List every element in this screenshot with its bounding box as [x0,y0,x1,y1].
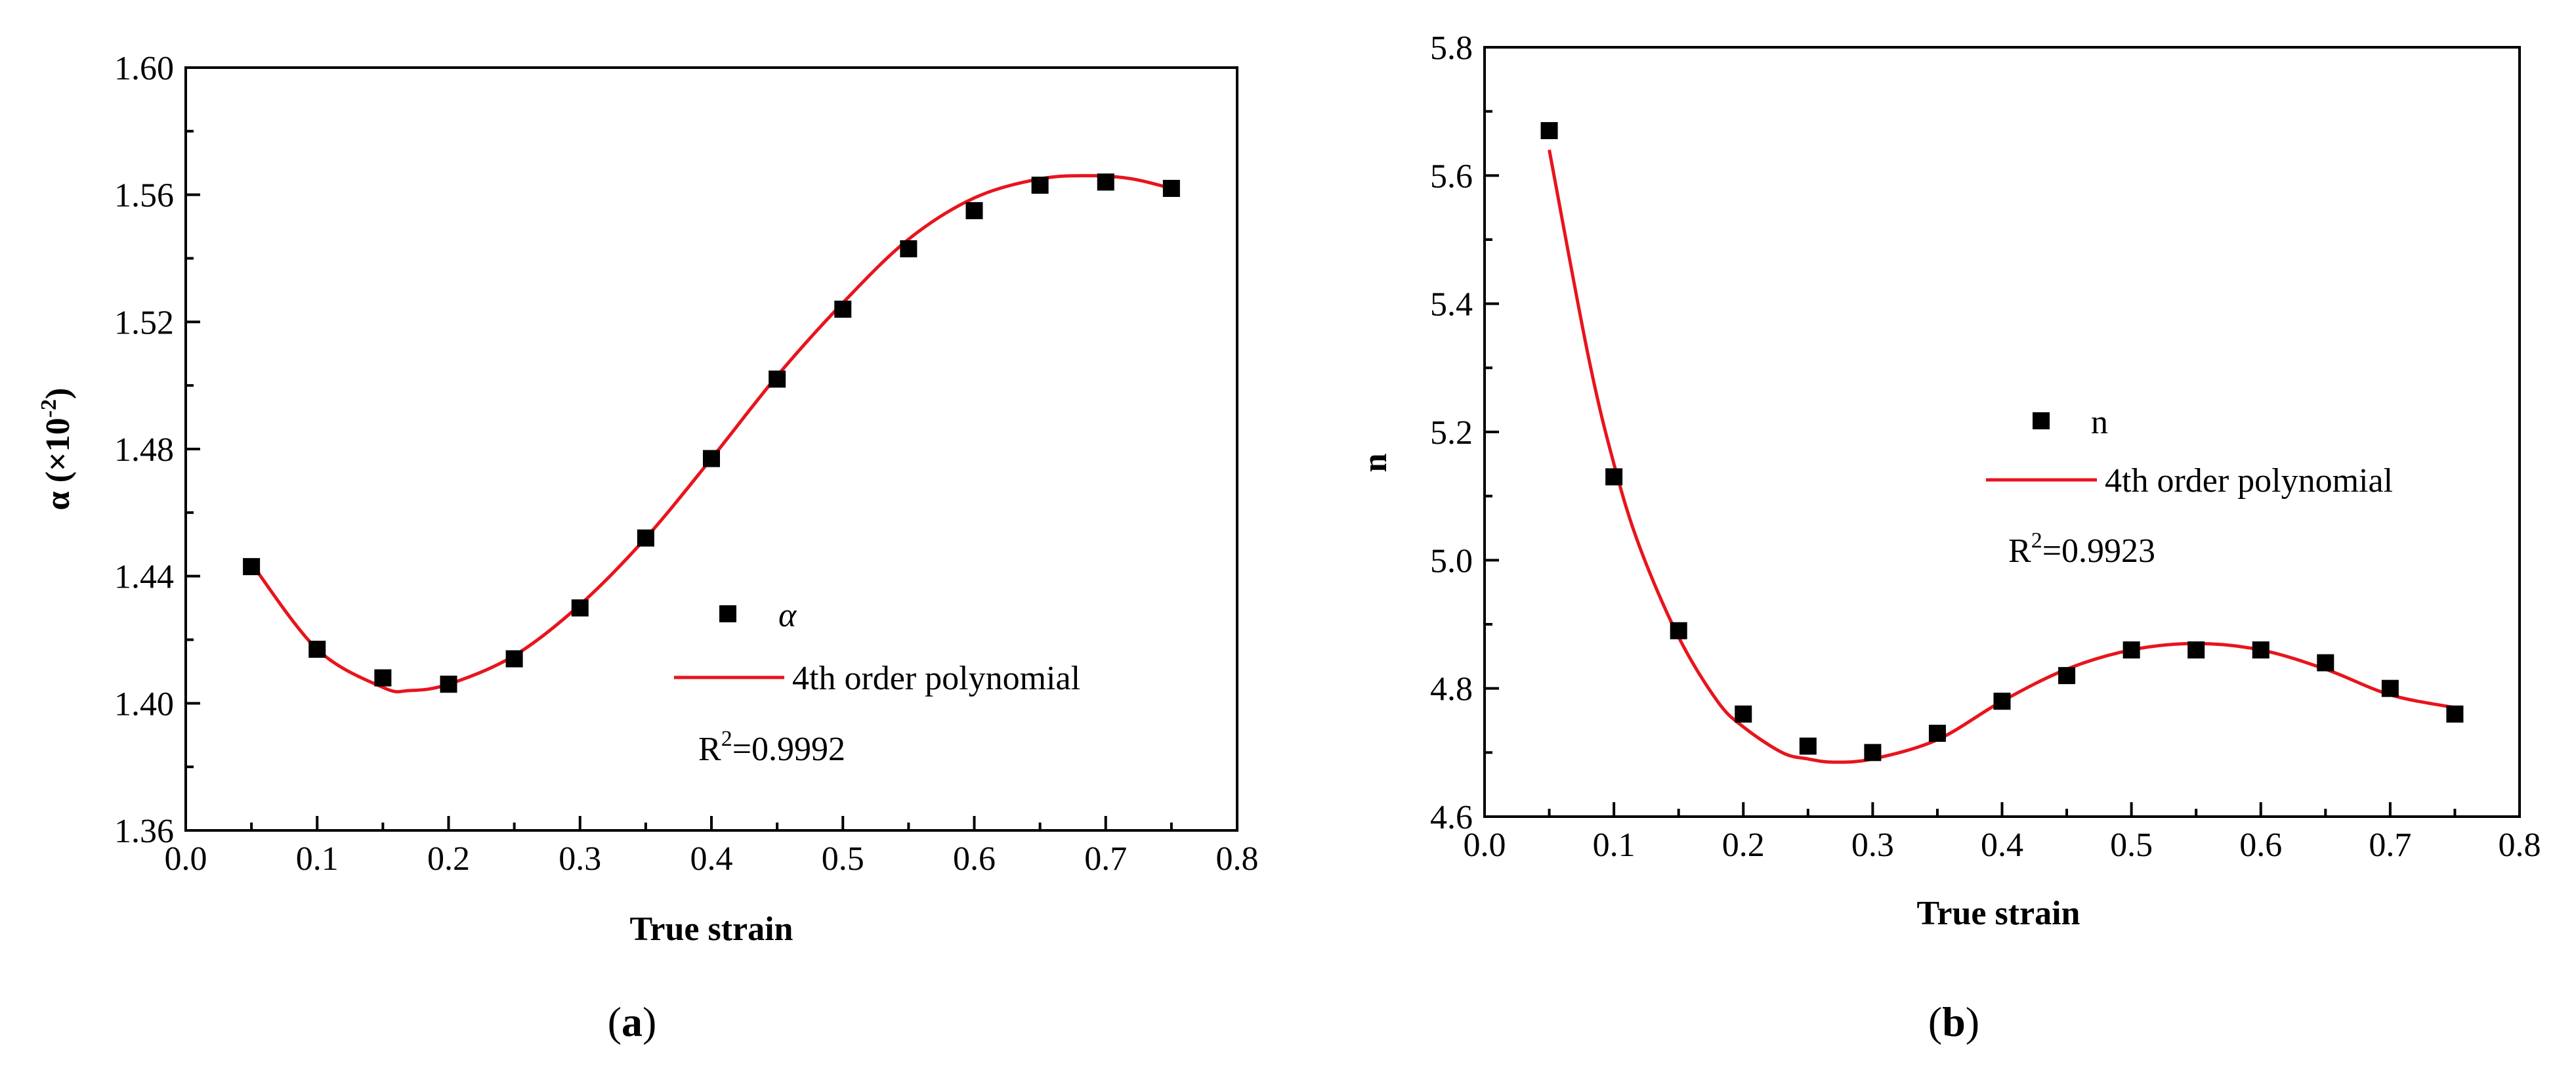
data-point [1670,622,1687,639]
y-tick-label: 5.8 [1430,30,1473,67]
x-tick-labels: 0.0 0.1 0.2 0.3 0.4 0.5 0.6 0.7 0.8 [165,840,1259,878]
data-point [1799,737,1817,755]
data-point [2381,679,2399,697]
legend-marker-points [2033,412,2050,429]
data-point [2122,641,2140,659]
data-point [374,669,392,687]
y-tick-label: 1.44 [114,559,174,596]
x-tick-label: 0.3 [559,840,601,878]
data-point [1735,705,1752,723]
panel-label-a: (a) [608,998,657,1045]
x-tick-label: 0.5 [822,840,864,878]
plot-area-frame [184,66,1238,832]
data-point [769,370,786,388]
data-point [703,450,720,467]
y-tick-label: 4.8 [1430,671,1473,708]
y-tick-labels: 4.6 4.8 5.0 5.2 5.4 5.6 5.8 [1430,30,1473,836]
x-tick-label: 0.7 [1084,840,1127,878]
data-point [2446,705,2464,723]
y-tick-label: 1.40 [114,685,174,723]
data-point [1031,177,1049,194]
x-tick-label: 0.4 [1981,826,2023,864]
data-point [243,558,261,576]
data-point [505,650,523,668]
data-point [900,240,918,257]
legend-label-fit: 4th order polynomial [2105,462,2393,500]
axis-ticks [1483,46,2521,818]
y-tick-label: 1.60 [114,50,174,87]
r-squared-exponent: 2 [2031,528,2042,553]
y-axis-title: α (×10-2) [37,388,77,511]
fit-curve-line [250,174,1172,694]
data-point [965,202,983,219]
x-tick-label: 0.4 [690,840,733,878]
data-point [2317,654,2334,672]
fit-curve-group [250,174,1172,694]
data-point [308,641,326,658]
y-tick-labels: 1.36 1.40 1.44 1.48 1.52 1.56 1.60 [114,50,174,850]
x-tick-label: 0.6 [953,840,996,878]
r-squared-exponent: 2 [721,727,732,751]
r-squared-symbol: R [698,731,721,768]
x-tick-label: 0.0 [165,840,207,878]
data-points-group [1540,121,2464,761]
y-axis-title-close: ) [39,388,77,399]
y-axis-title: n [1357,453,1394,472]
x-tick-label: 0.1 [296,840,339,878]
y-tick-label: 1.56 [114,177,174,215]
data-point [1162,179,1180,197]
data-point [571,599,589,617]
x-tick-label: 0.8 [2499,826,2541,864]
panel-label-b: (b) [1928,998,1979,1045]
chart-panel-a: 0.0 0.1 0.2 0.3 0.4 0.5 0.6 0.7 0.8 1.36 1.40 1.44… [37,50,1259,1045]
x-tick-label: 0.7 [2369,826,2411,864]
x-tick-label: 0.5 [2110,826,2153,864]
y-tick-label: 1.48 [114,431,174,469]
x-tick-label: 0.6 [2239,826,2282,864]
data-point [1928,725,1946,742]
y-axis-title-main: α (×10 [39,418,77,510]
chart-panel-b: 0.0 0.1 0.2 0.3 0.4 0.5 0.6 0.7 0.8 4.6 4.8 5.0 5.2… [1357,30,2541,1045]
data-point [2252,641,2270,659]
data-point [834,300,852,318]
x-tick-label: 0.8 [1216,840,1259,878]
axis-ticks [184,66,1238,832]
r-squared-symbol: R [2008,532,2031,570]
data-point [1993,693,2011,710]
x-axis-title: True strain [630,911,793,948]
r-squared-annotation: R2=0.9992 [698,727,845,768]
data-point [1097,173,1114,191]
data-point [637,529,654,547]
y-tick-label: 4.6 [1430,799,1473,836]
y-tick-label: 5.4 [1430,286,1473,324]
y-tick-label: 5.0 [1430,542,1473,580]
data-point [1540,121,1558,139]
x-tick-label: 0.2 [1722,826,1765,864]
x-tick-labels: 0.0 0.1 0.2 0.3 0.4 0.5 0.6 0.7 0.8 [1464,826,2541,864]
data-point [440,675,457,693]
x-axis-title: True strain [1917,895,2080,932]
data-points-group [243,173,1180,693]
x-tick-label: 0.2 [427,840,470,878]
legend-label-points: α [778,597,797,634]
y-axis-title-exponent: -2 [37,399,61,418]
legend-label-points: n [2091,404,2108,441]
data-point [1605,468,1623,486]
y-tick-label: 5.2 [1430,414,1473,452]
data-point [2187,641,2205,659]
legend-marker-points [719,605,736,622]
x-tick-label: 0.0 [1464,826,1506,864]
data-point [1864,744,1882,761]
y-tick-label: 1.36 [114,813,174,850]
x-tick-label: 0.3 [1851,826,1894,864]
r-squared-annotation: R2=0.9923 [2008,528,2155,570]
x-tick-label: 0.1 [1593,826,1636,864]
r-squared-value: =0.9923 [2042,532,2155,570]
y-tick-label: 5.6 [1430,158,1473,195]
r-squared-value: =0.9992 [732,731,845,768]
y-tick-label: 1.52 [114,304,174,341]
legend-label-fit: 4th order polynomial [792,660,1080,697]
data-point [2058,667,2076,685]
